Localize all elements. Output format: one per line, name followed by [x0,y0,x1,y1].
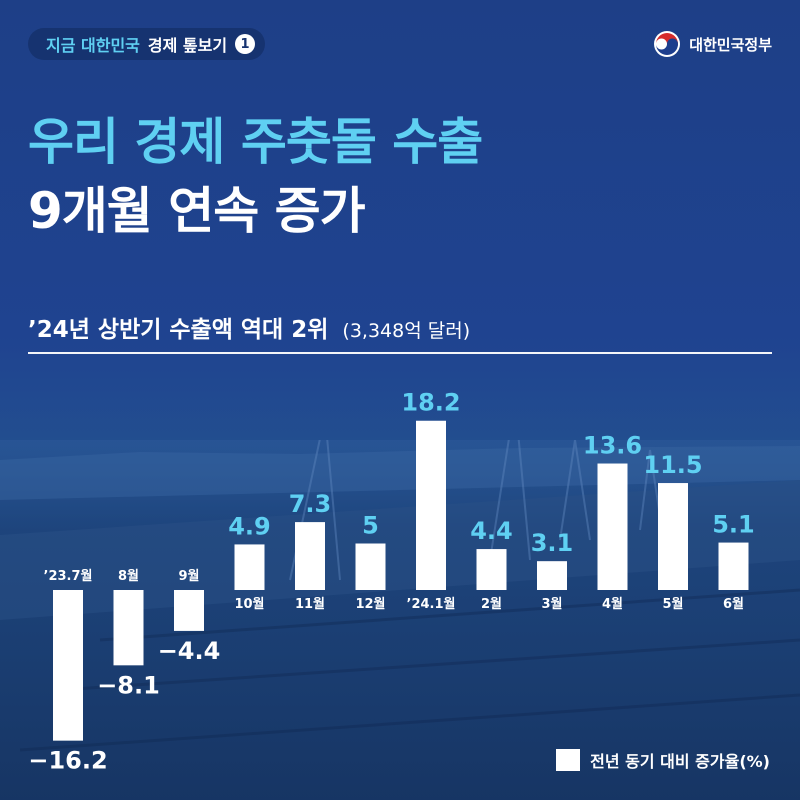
category-label: 8월 [118,568,139,584]
category-label: 12월 [355,596,385,612]
headline: 우리 경제 주춧돌 수출 9개월 연속 증가 [28,108,483,246]
bar [53,590,83,741]
bar [113,590,144,666]
legend-label: 전년 동기 대비 증가율(%) [590,752,770,771]
bar [416,420,446,590]
value-label: 13.6 [583,432,642,460]
value-label: 4.9 [228,512,271,540]
badge-title: 경제 톺보기 [147,36,228,55]
subtitle-divider [28,352,772,354]
value-label: 4.4 [470,517,513,545]
taegeuk-emblem-icon [654,31,681,57]
legend-swatch [556,749,581,771]
category-label: 6월 [723,596,744,612]
subtitle-amount: (3,348억 달러) [342,320,471,342]
headline-line-1: 우리 경제 주춧돌 수출 [28,113,483,171]
category-label: 5월 [662,596,683,612]
category-label: ’23.7월 [44,568,93,584]
category-label: 2월 [481,596,502,612]
headline-line-2: 9개월 연속 증가 [28,182,366,240]
bar [597,463,628,590]
value-label: 5 [362,512,379,540]
category-label: 9월 [178,568,199,584]
category-label: 3월 [541,596,562,612]
bar [234,544,265,590]
value-label: 18.2 [401,389,460,417]
chart-legend: 전년 동기 대비 증가율(%) [556,748,770,772]
bar [718,542,749,590]
value-label: 11.5 [643,451,702,479]
badge-accent-text: 지금 대한민국 [46,36,140,55]
government-logo: 대한민국정부 [653,30,772,58]
value-label: −4.4 [158,637,221,665]
value-label: −16.2 [28,747,107,775]
bar [476,549,507,590]
category-label: 4월 [602,596,623,612]
value-label: 5.1 [712,511,755,539]
subtitle-main: ’24년 상반기 수출액 역대 2위 [28,317,329,343]
category-label: 11월 [295,596,325,612]
bar [658,483,688,590]
series-badge: 지금 대한민국 경제 톺보기 1 [28,28,266,60]
value-label: 3.1 [531,529,574,557]
government-name: 대한민국정부 [689,35,772,54]
value-label: −8.1 [97,671,160,699]
bar [537,561,567,590]
bar [174,590,204,631]
category-label: ’24.1월 [407,596,456,612]
chart-subtitle: ’24년 상반기 수출액 역대 2위 (3,348억 달러) [28,310,470,344]
bar [295,522,325,590]
bar [355,543,386,590]
value-label: 7.3 [289,490,332,518]
badge-number: 1 [235,34,256,54]
category-label: 10월 [234,596,264,612]
